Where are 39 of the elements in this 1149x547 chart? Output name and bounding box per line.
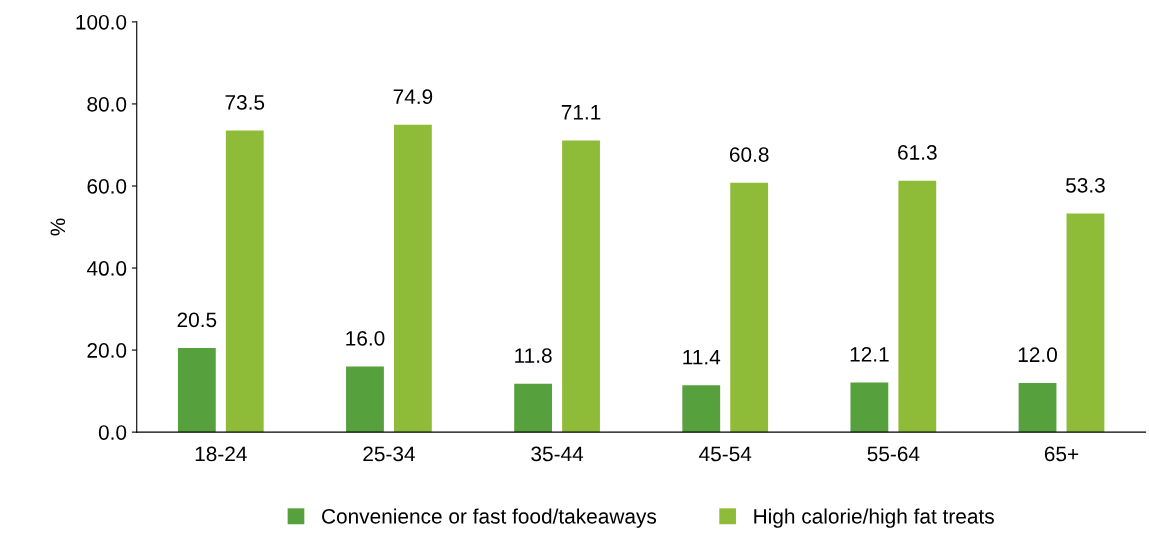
data-label: 61.3 [898,145,937,160]
y-tick-label: 100.0 [76,14,127,30]
y-tick-label: 20.0 [87,343,127,358]
bar [225,130,264,433]
bar [393,124,432,433]
x-tick-label: 45-54 [699,446,752,462]
y-tick-label: 40.0 [86,261,127,276]
y-tick-label: 60.0 [87,178,127,194]
x-tick-label: 18-24 [195,446,247,462]
x-tick-label: 25-34 [363,446,415,462]
data-label: 53.3 [1066,177,1105,193]
data-label: 11.4 [683,350,721,365]
data-label: 73.5 [225,95,265,110]
data-label: 16.0 [346,330,385,346]
data-label: 60.8 [729,147,769,162]
data-label: 71.1 [561,105,601,120]
legend-label: High calorie/high fat treats [754,508,994,528]
y-axis-title: % [50,218,66,236]
bar [1018,382,1057,433]
bar [1066,213,1105,433]
x-tick-label: 35-44 [531,446,584,462]
data-label: 11.8 [515,348,552,363]
bar [898,180,937,433]
x-tick-label: 65+ [1044,446,1079,462]
bar [850,382,889,433]
y-tick-label: 80.0 [87,96,127,112]
bar [514,383,553,433]
y-tick-label: 0.0 [98,425,127,440]
bar [562,140,600,433]
x-tick-label: 55-64 [867,446,920,462]
bar [682,385,721,433]
data-label: 12.1 [850,346,889,362]
bar [730,182,769,433]
bar [177,348,216,433]
data-label: 74.9 [393,89,433,105]
legend-label: Convenience or fast food/takeaways [322,508,657,528]
data-label: 20.5 [177,312,217,328]
data-label: 12.0 [1018,347,1057,363]
bar [346,366,384,433]
